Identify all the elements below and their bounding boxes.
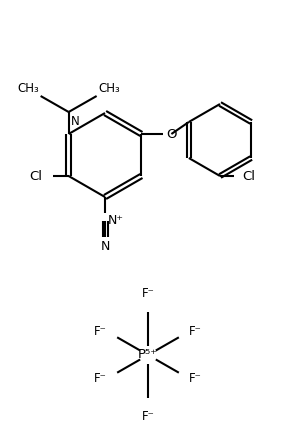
Text: CH₃: CH₃: [99, 82, 120, 95]
Text: F⁻: F⁻: [94, 372, 107, 385]
Text: F⁻: F⁻: [142, 287, 154, 300]
Text: F⁻: F⁻: [94, 325, 107, 338]
Text: N: N: [71, 115, 79, 128]
Text: Cl: Cl: [242, 169, 255, 182]
Text: F⁻: F⁻: [189, 325, 202, 338]
Text: P⁵⁺: P⁵⁺: [138, 349, 158, 362]
Text: F⁻: F⁻: [142, 410, 154, 423]
Text: Cl: Cl: [30, 169, 43, 182]
Text: F⁻: F⁻: [189, 372, 202, 385]
Text: CH₃: CH₃: [17, 82, 39, 95]
Text: N: N: [100, 240, 110, 253]
Text: N⁺: N⁺: [108, 214, 124, 227]
Text: O: O: [166, 127, 177, 140]
